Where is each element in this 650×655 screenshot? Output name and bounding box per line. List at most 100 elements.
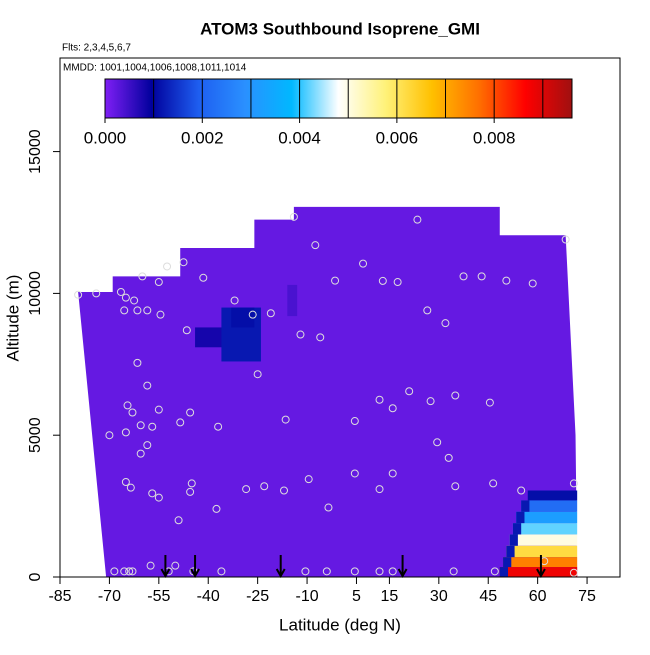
- sample-point: [146, 561, 155, 570]
- sample-point: [154, 493, 163, 502]
- y-tick-label: 15000: [27, 129, 44, 174]
- sample-point: [120, 306, 129, 315]
- sample-point: [133, 306, 142, 315]
- sample-point: [138, 272, 147, 281]
- cell: [516, 511, 525, 524]
- colorbar-tick-label: 0.004: [278, 128, 321, 147]
- x-tick-label: 45: [479, 588, 497, 605]
- arrow: [190, 555, 200, 579]
- sample-point: [148, 489, 157, 498]
- x-tick-label: 30: [430, 588, 448, 605]
- cell: [287, 284, 298, 317]
- cell: [509, 534, 578, 546]
- cell: [506, 545, 578, 558]
- sample-point: [405, 387, 414, 396]
- sample-point: [212, 504, 221, 513]
- arrow-head: [397, 568, 408, 579]
- sample-point: [123, 401, 132, 410]
- sample-point: [143, 381, 152, 390]
- sample-point: [388, 404, 397, 413]
- sample-point: [176, 418, 185, 427]
- sample-point: [485, 398, 494, 407]
- sample-point: [92, 289, 101, 298]
- sample-point: [359, 259, 368, 268]
- y-axis-title: Altitude (m): [3, 275, 22, 362]
- sample-point: [375, 395, 384, 404]
- sample-point: [110, 567, 119, 576]
- sample-point: [331, 276, 340, 285]
- flights-label: Flts: 2,3,4,5,6,7: [62, 43, 131, 54]
- sample-point: [248, 310, 257, 319]
- sample-point: [289, 212, 298, 221]
- sample-point: [561, 235, 570, 244]
- sample-point: [449, 567, 458, 576]
- cell: [521, 500, 530, 512]
- sample-point: [280, 486, 288, 495]
- arrow: [397, 555, 408, 579]
- sample-point: [350, 469, 359, 478]
- sample-point: [187, 479, 196, 488]
- sample-point: [311, 241, 320, 250]
- sample-point: [116, 287, 125, 296]
- sample-point: [350, 567, 359, 576]
- sample-point: [154, 278, 163, 287]
- sample-point: [266, 309, 275, 318]
- sample-point: [489, 479, 498, 488]
- sample-point: [217, 567, 226, 576]
- sample-point: [375, 567, 384, 576]
- sample-point: [301, 567, 310, 576]
- sample-point: [136, 449, 145, 458]
- sample-point: [174, 516, 183, 525]
- sample-point: [128, 408, 137, 417]
- sample-point: [569, 479, 578, 488]
- sample-point: [517, 486, 526, 495]
- sample-point: [569, 568, 578, 577]
- sample-point: [154, 405, 163, 414]
- sample-point: [433, 438, 442, 447]
- sample-point: [260, 482, 269, 491]
- sample-point: [426, 397, 435, 406]
- sample-point: [163, 262, 172, 271]
- cell: [521, 500, 578, 512]
- sample-point: [126, 483, 135, 492]
- sample-point: [388, 567, 397, 576]
- sample-point: [120, 567, 129, 576]
- colorbar-tick-label: 0.008: [473, 128, 516, 147]
- sample-point: [296, 330, 305, 339]
- y-tick-label: 0: [27, 572, 44, 581]
- sample-point: [477, 272, 486, 281]
- arrow-head: [536, 568, 546, 579]
- arrow: [160, 555, 171, 579]
- sample-point: [490, 567, 499, 576]
- cell: [503, 557, 512, 568]
- sample-point: [148, 422, 157, 431]
- x-tick-label: -40: [197, 588, 220, 605]
- x-tick-label: -70: [98, 588, 121, 605]
- sample-point: [444, 453, 453, 462]
- sample-point: [143, 306, 152, 315]
- sample-point: [253, 370, 262, 379]
- sample-point: [388, 469, 397, 478]
- colorbar-tick-label: 0.006: [376, 128, 419, 147]
- sample-point: [378, 276, 387, 285]
- sample-point: [186, 408, 195, 417]
- sample-point: [304, 475, 313, 484]
- sample-point: [350, 417, 359, 426]
- x-tick-label: 15: [381, 588, 399, 605]
- sample-point: [413, 215, 422, 224]
- sample-point: [393, 278, 402, 287]
- sample-point: [199, 273, 208, 282]
- sample-point: [105, 431, 114, 440]
- sample-point: [121, 293, 130, 302]
- cell: [231, 307, 255, 328]
- sample-point: [281, 415, 290, 424]
- chart-title: ATOM3 Southbound Isoprene_GMI: [200, 19, 480, 38]
- sample-point: [451, 482, 460, 491]
- sample-point: [186, 487, 195, 496]
- sample-point: [130, 296, 139, 305]
- y-tick-label: 5000: [27, 417, 44, 453]
- x-tick-label: -55: [147, 588, 170, 605]
- dates-label: MMDD: 1001,1004,1006,1008,1011,1014: [63, 63, 247, 74]
